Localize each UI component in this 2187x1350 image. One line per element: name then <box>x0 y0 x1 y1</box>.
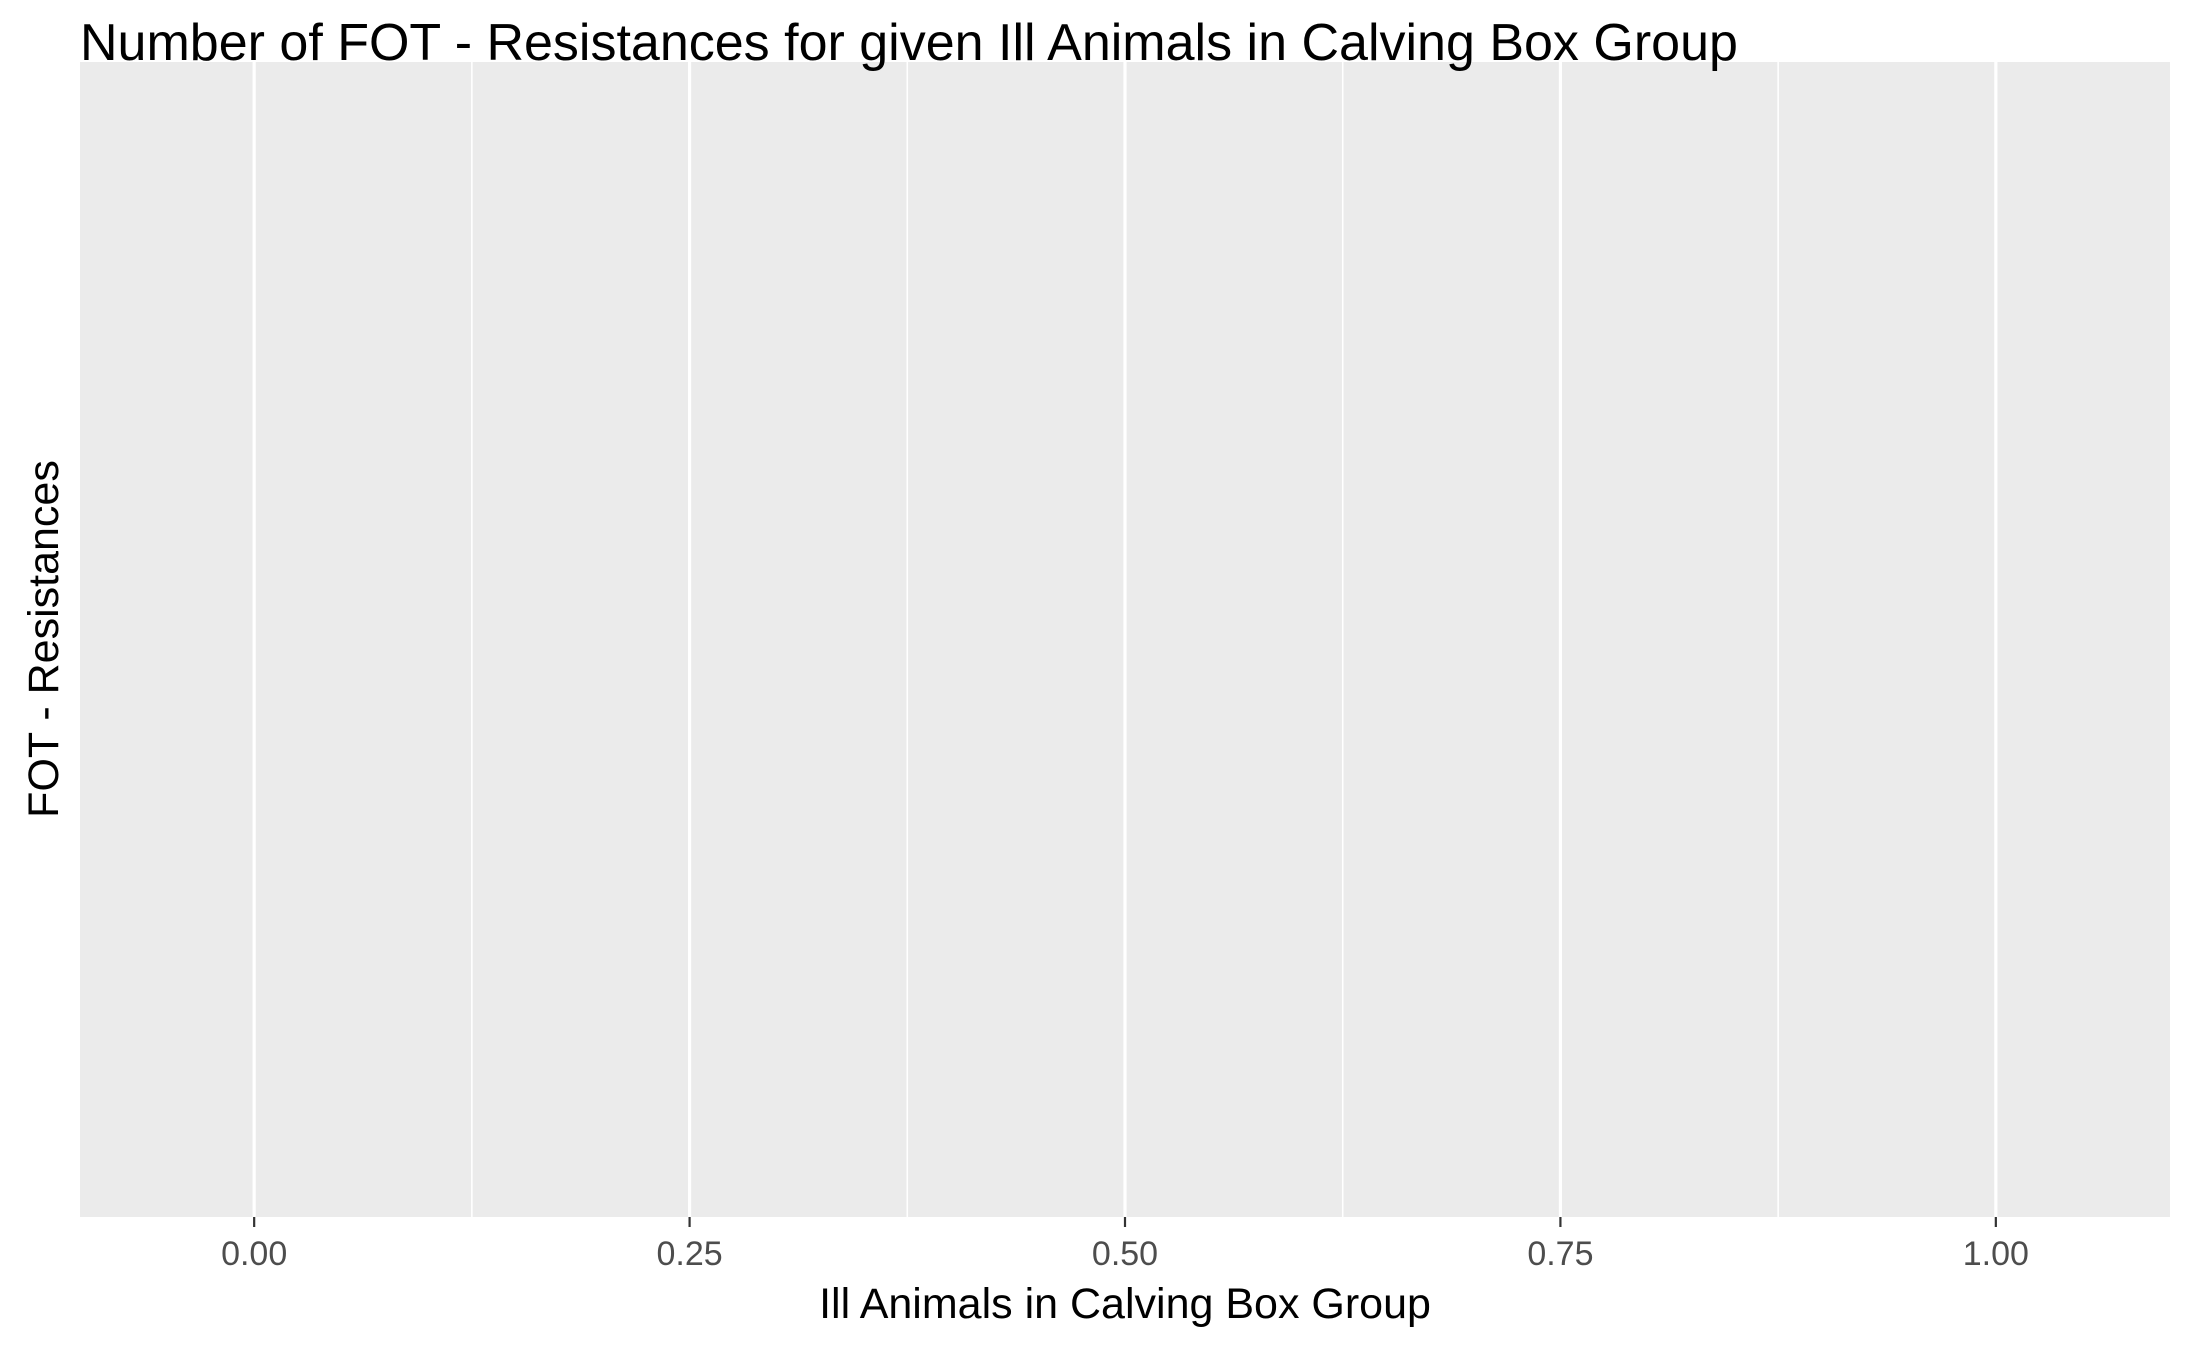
x-axis-title: Ill Animals in Calving Box Group <box>819 1280 1431 1328</box>
x-tick-label: 0.50 <box>1092 1235 1158 1273</box>
x-tick-label: 0.25 <box>656 1235 722 1273</box>
y-axis-title: FOT - Resistances <box>20 460 68 818</box>
x-tick-label: 1.00 <box>1963 1235 2029 1273</box>
x-axis-ticks <box>253 1217 1997 1227</box>
x-tick-label: 0.00 <box>221 1235 287 1273</box>
minor-gridlines <box>471 62 1779 1217</box>
x-axis-tick-labels: 0.00 0.25 0.50 0.75 1.00 <box>221 1235 2029 1273</box>
chart-title: Number of FOT - Resistances for given Il… <box>80 14 1738 72</box>
x-tick-label: 0.75 <box>1527 1235 1593 1273</box>
major-gridlines <box>252 62 1998 1217</box>
